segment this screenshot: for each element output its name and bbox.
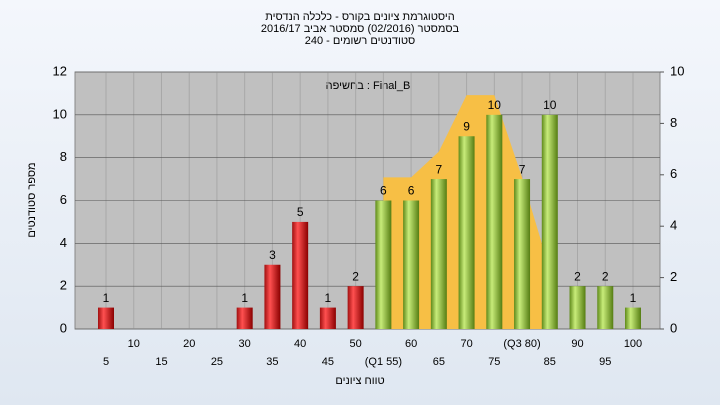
bar [430,179,447,329]
bar [375,200,392,329]
y-axis-label: מספר סטודנטים [26,162,38,237]
x-tick-label: 85 [544,356,556,368]
bar [319,307,336,329]
x-tick-label: (Q1 55) [365,356,402,368]
data-label: 7 [519,162,526,176]
data-label: 6 [408,184,415,198]
x-tick-label: 10 [128,338,140,350]
y2-tick-label: 4 [670,218,677,233]
y2-tick-label: 8 [670,115,677,130]
bar [236,307,253,329]
x-tick-label: 5 [103,356,109,368]
data-label: 2 [352,269,359,283]
bar [597,286,614,329]
y-tick-label: 10 [53,106,67,121]
data-label: 1 [630,291,637,305]
title-line: בסמסטר (02/2016) סמסטר אביב 2016/17 [261,23,460,35]
bar [625,307,641,329]
y2-tick-label: 6 [670,166,677,181]
x-tick-label: 95 [599,356,611,368]
x-tick-label: 65 [433,356,445,368]
x-tick-label: 35 [266,356,278,368]
bar [541,114,558,329]
bar [514,179,531,329]
bar [458,136,475,329]
x-tick-label: (Q3 80) [503,338,540,350]
data-label: 1 [325,291,332,305]
bar [98,307,114,329]
data-label: 10 [488,98,502,112]
x-axis-label: טווח ציונים [335,375,384,387]
x-tick-label: 60 [405,338,417,350]
y-tick-label: 6 [60,192,67,207]
bar [486,114,503,329]
y-tick-label: 4 [60,235,67,250]
data-label: 10 [543,98,557,112]
title-line: סטודנטים רשומים - 240 [305,35,416,47]
bar [264,264,281,329]
data-label: 9 [463,119,470,133]
title-line: היסטוגרמת ציונים בקורס - כלכלה הנדסית [265,10,455,23]
x-tick-label: 50 [350,338,362,350]
bar [403,200,420,329]
x-tick-label: 100 [624,338,642,350]
y-tick-label: 12 [53,63,67,78]
data-label: 1 [241,291,248,305]
y2-tick-label: 0 [670,320,677,335]
x-tick-label: 45 [322,356,334,368]
y-tick-label: 2 [60,278,67,293]
data-label: 5 [297,205,304,219]
data-label: 2 [574,269,581,283]
data-label: 3 [269,248,276,262]
bar [347,286,364,329]
data-label: 7 [435,162,442,176]
data-label: 6 [380,184,387,198]
y-tick-label: 8 [60,149,67,164]
y2-tick-label: 2 [670,269,677,284]
y-tick-label: 0 [60,320,67,335]
x-tick-label: 15 [155,356,167,368]
x-tick-label: 25 [211,356,223,368]
data-label: 1 [103,291,110,305]
x-tick-label: 40 [294,338,306,350]
data-label: 2 [602,269,609,283]
y2-tick-label: 10 [670,63,684,78]
annotation: בחשיפה : Final_B [326,80,411,92]
bar [569,286,586,329]
x-tick-label: 30 [239,338,251,350]
bar [292,221,309,329]
x-tick-label: 75 [488,356,500,368]
x-tick-label: 70 [460,338,472,350]
x-tick-label: 20 [183,338,195,350]
x-tick-label: 90 [571,338,583,350]
